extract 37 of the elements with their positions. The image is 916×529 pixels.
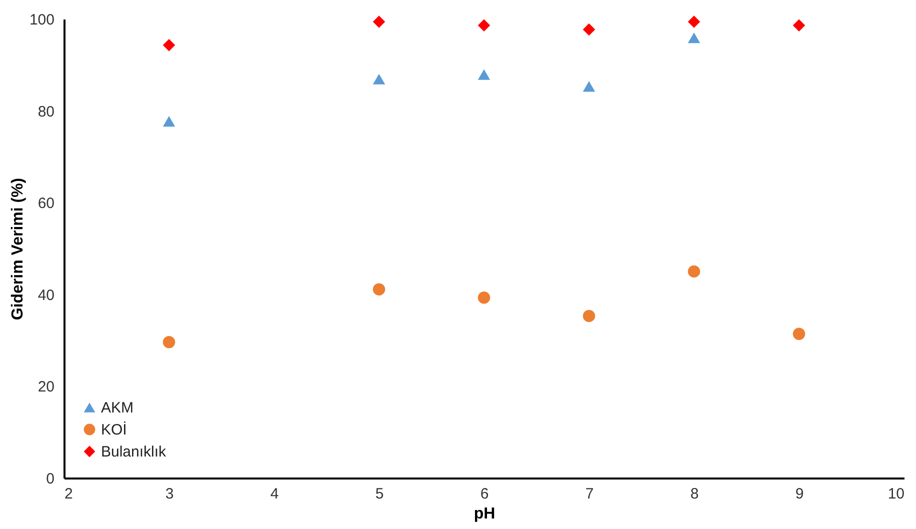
point	[478, 19, 490, 32]
point	[582, 23, 596, 36]
legend-label: Bulanıklık	[101, 444, 167, 460]
x-tick-label: 4	[270, 486, 279, 502]
point	[162, 336, 176, 348]
x-tick-label: 8	[690, 486, 699, 502]
x-tick-label: 9	[795, 486, 804, 502]
y-tick-label: 40	[38, 286, 54, 304]
x-tick-label: 6	[480, 486, 489, 502]
point	[162, 116, 176, 127]
point	[582, 81, 596, 92]
x-tick-label: 3	[165, 486, 174, 502]
y-tick-label: 20	[38, 378, 54, 396]
point	[792, 19, 806, 32]
x-tick-label: 7	[585, 486, 594, 502]
legend-label: KOİ	[101, 420, 127, 438]
point	[792, 328, 806, 340]
point	[582, 310, 596, 322]
x-axis-title: pH	[474, 506, 496, 522]
x-tick-label: 2	[64, 486, 73, 502]
point	[478, 69, 490, 80]
point	[162, 39, 176, 52]
y-tick-label: 60	[38, 195, 54, 212]
y-tick-label: 100	[29, 12, 54, 28]
y-tick-label: 0	[46, 470, 54, 488]
y-axis-title: Giderim Verimi (%)	[9, 178, 26, 320]
x-tick-label: 5	[375, 486, 384, 502]
point	[478, 292, 490, 304]
point	[372, 74, 386, 84]
x-tick-label: 10	[888, 486, 904, 502]
point	[688, 16, 700, 28]
point	[688, 265, 700, 278]
point	[372, 16, 386, 28]
point	[688, 32, 700, 44]
point	[372, 283, 386, 296]
legend-label: AKM	[101, 400, 134, 416]
y-tick-label: 80	[38, 103, 54, 120]
